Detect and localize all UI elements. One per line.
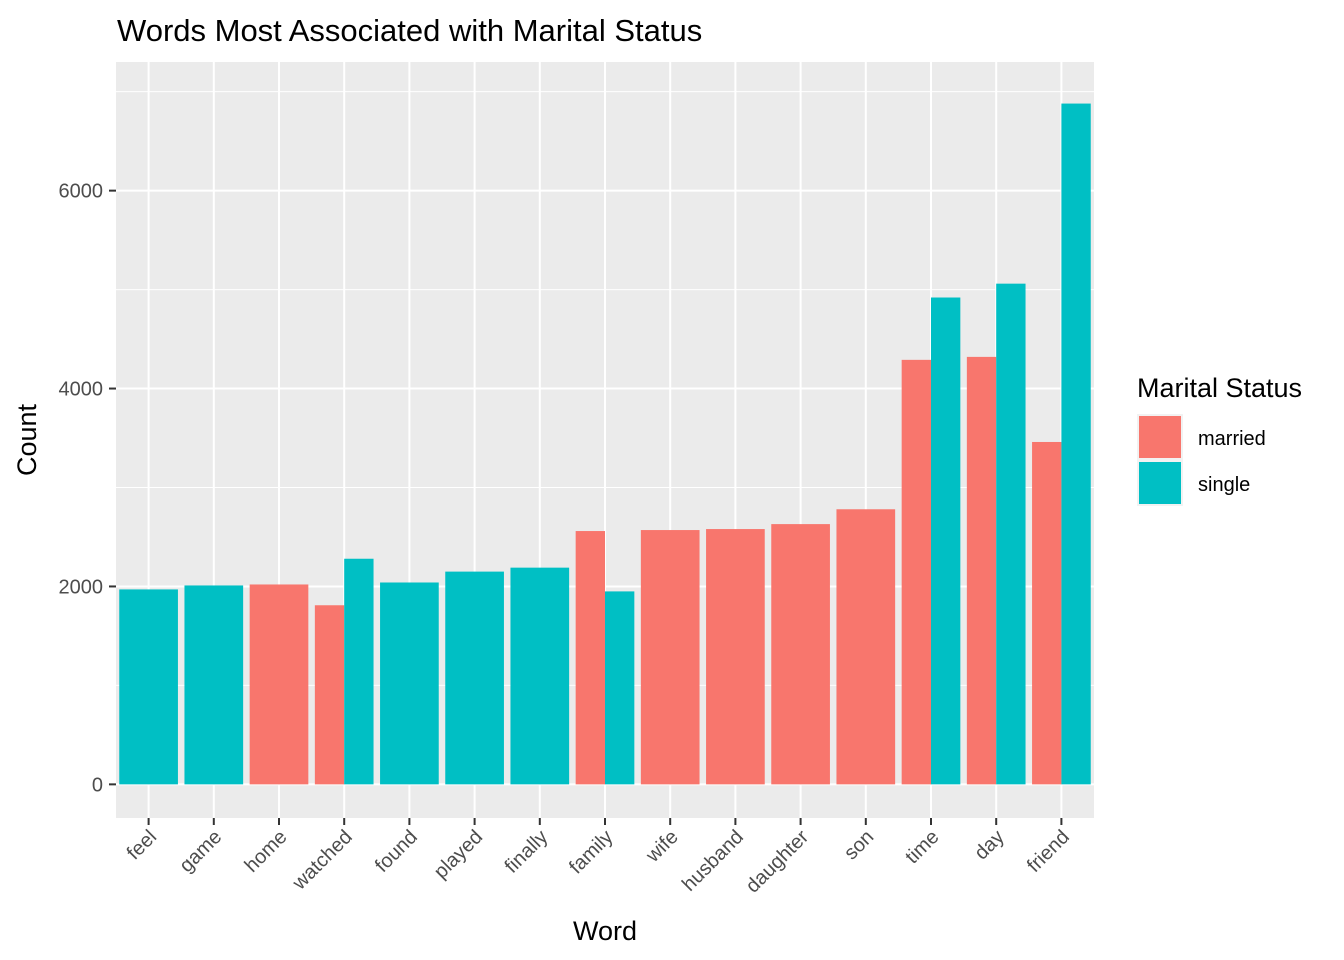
- bar-single-feel: [119, 589, 178, 785]
- bar-married-day: [966, 356, 997, 785]
- bar-single-watched: [344, 558, 374, 785]
- x-tick-label: day: [970, 826, 1008, 864]
- x-tick-label: found: [371, 826, 422, 877]
- bar-married-time: [901, 359, 931, 785]
- y-tick-label: 4000: [59, 379, 104, 401]
- x-tick-label: time: [901, 826, 943, 868]
- x-tick-label: husband: [678, 826, 748, 896]
- bar-single-time: [931, 297, 961, 785]
- chart-title: Words Most Associated with Marital Statu…: [117, 13, 702, 48]
- bar-single-friend: [1061, 103, 1091, 785]
- bar-married-family: [575, 531, 605, 785]
- bar-married-husband: [706, 529, 765, 785]
- x-tick-label: played: [430, 826, 487, 883]
- x-tick-label: finally: [501, 826, 553, 878]
- bar-married-home: [249, 584, 309, 785]
- legend: Marital Status married single: [1137, 373, 1302, 506]
- bar-married-daughter: [771, 524, 830, 785]
- y-axis-label: Count: [12, 403, 42, 476]
- y-axis: 0 2000 4000 6000: [59, 181, 116, 796]
- y-tick-label: 2000: [59, 576, 104, 598]
- bar-single-game: [184, 585, 244, 785]
- x-tick-label: feel: [123, 826, 161, 864]
- legend-label-single: single: [1198, 474, 1250, 496]
- x-tick-label: game: [175, 826, 226, 877]
- x-tick-label: daughter: [742, 826, 814, 898]
- x-tick-label: son: [840, 826, 878, 864]
- bars: [119, 103, 1091, 785]
- bar-married-friend: [1032, 441, 1062, 785]
- legend-swatch-single: [1139, 462, 1181, 504]
- x-tick-label: friend: [1023, 826, 1074, 877]
- bar-married-wife: [640, 530, 700, 785]
- bar-single-played: [445, 571, 504, 785]
- y-tick-label: 0: [92, 774, 103, 796]
- bar-married-son: [836, 509, 896, 785]
- bar-single-found: [380, 582, 439, 785]
- x-tick-label: wife: [641, 826, 682, 867]
- legend-title: Marital Status: [1137, 373, 1302, 403]
- bar-single-day: [996, 283, 1026, 785]
- legend-label-married: married: [1198, 428, 1266, 450]
- bar-single-finally: [510, 567, 570, 785]
- x-tick-label: watched: [288, 826, 357, 895]
- bar-single-family: [605, 591, 635, 785]
- x-axis-label: Word: [573, 916, 637, 946]
- x-tick-label: family: [565, 826, 617, 878]
- legend-swatch-married: [1139, 416, 1181, 458]
- y-tick-label: 6000: [59, 181, 104, 203]
- x-tick-label: home: [241, 826, 292, 877]
- bar-married-watched: [314, 605, 345, 785]
